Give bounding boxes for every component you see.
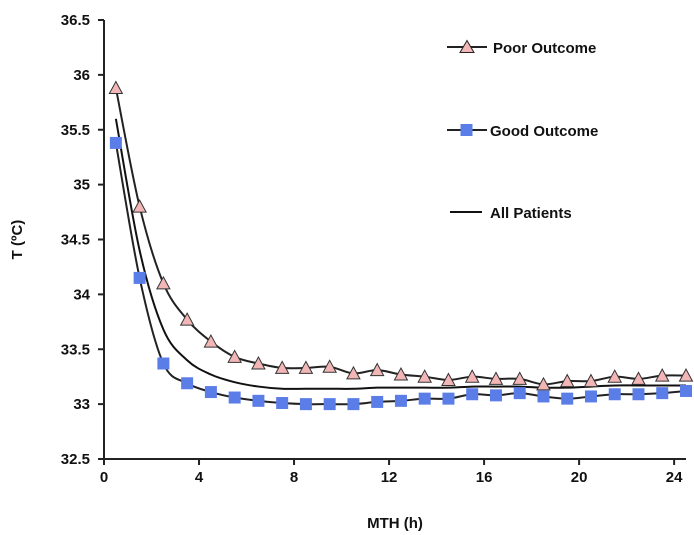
- data-point-triangle: [654, 368, 670, 382]
- series-layer: [108, 80, 694, 411]
- data-point-square: [608, 388, 621, 401]
- data-point-triangle: [132, 199, 147, 213]
- series-good-outcome: [109, 136, 692, 411]
- data-point-triangle: [369, 362, 385, 377]
- data-point-triangle: [156, 275, 171, 290]
- series-all-patients: [114, 118, 686, 390]
- legend-label-poor-outcome: Poor Outcome: [493, 40, 596, 57]
- data-point-square: [157, 357, 170, 370]
- data-point-square: [561, 392, 574, 405]
- data-point-triangle: [179, 312, 195, 326]
- y-tick-label: 35.5: [61, 122, 90, 139]
- data-point-triangle: [108, 80, 124, 95]
- legend-marker-square: [460, 124, 473, 136]
- y-tick-label: 32.5: [61, 451, 90, 468]
- data-point-square: [181, 377, 194, 390]
- legend-label-good-outcome: Good Outcome: [490, 123, 598, 140]
- x-tick-label: 16: [476, 469, 493, 486]
- data-point-triangle: [417, 369, 433, 383]
- data-point-square: [228, 391, 241, 404]
- data-point-square: [204, 386, 217, 399]
- legend-label-all-patients: All Patients: [490, 205, 572, 222]
- y-tick-label: 33: [73, 396, 90, 413]
- data-point-triangle: [227, 349, 242, 363]
- data-point-triangle: [298, 360, 314, 374]
- legend: Poor Outcome Good Outcome All Patients: [447, 39, 598, 222]
- legend-item-good-outcome: Good Outcome: [447, 123, 598, 140]
- data-point-triangle: [631, 371, 646, 385]
- x-tick-label: 20: [571, 469, 588, 486]
- data-point-square: [466, 388, 479, 401]
- data-point-triangle: [393, 366, 409, 381]
- y-tick-label: 36.5: [61, 12, 90, 29]
- series-line-good-outcome: [114, 142, 687, 406]
- data-point-square: [371, 395, 384, 408]
- data-point-square: [537, 390, 550, 403]
- data-point-square: [584, 390, 597, 403]
- legend-item-all-patients: All Patients: [450, 205, 572, 222]
- data-point-triangle: [512, 371, 528, 385]
- data-point-triangle: [536, 376, 551, 391]
- y-tick-label: 34.5: [61, 232, 90, 249]
- legend-marker-triangle: [459, 39, 475, 53]
- y-tick-label: 34: [73, 286, 90, 303]
- series-poor-outcome: [108, 80, 694, 391]
- data-point-triangle: [488, 371, 504, 385]
- series-line-poor-outcome: [114, 87, 687, 386]
- data-point-triangle: [346, 365, 361, 380]
- data-point-triangle: [607, 369, 623, 383]
- legend-item-poor-outcome: Poor Outcome: [447, 39, 596, 57]
- data-point-square: [656, 387, 669, 400]
- x-tick-label: 8: [290, 469, 298, 486]
- x-tick-label: 24: [666, 469, 683, 486]
- data-point-square: [680, 384, 692, 397]
- x-ticks: 0 4 8 12 16 20 24: [100, 459, 683, 486]
- data-point-square: [418, 392, 431, 405]
- x-axis-title: MTH (h): [367, 515, 423, 532]
- data-point-square: [252, 394, 265, 407]
- x-tick-label: 12: [381, 469, 398, 486]
- data-point-triangle: [203, 334, 219, 348]
- x-tick-label: 0: [100, 469, 108, 486]
- data-point-triangle: [274, 360, 290, 374]
- y-axis-title: T (ºC): [9, 220, 26, 260]
- data-point-square: [442, 392, 455, 405]
- data-point-square: [347, 398, 360, 411]
- data-point-triangle: [678, 368, 694, 382]
- y-tick-label: 35: [73, 177, 90, 194]
- y-tick-label: 33.5: [61, 341, 90, 358]
- data-point-triangle: [464, 369, 480, 383]
- series-line-all-patients: [114, 118, 686, 390]
- y-tick-label: 36: [73, 67, 90, 84]
- data-point-triangle: [251, 355, 266, 370]
- data-point-square: [276, 397, 289, 410]
- data-point-square: [299, 398, 312, 411]
- data-point-square: [513, 387, 526, 400]
- data-point-square: [133, 271, 146, 284]
- data-point-square: [632, 388, 645, 401]
- data-point-triangle: [441, 372, 456, 386]
- data-point-triangle: [559, 373, 575, 388]
- data-point-square: [323, 398, 336, 411]
- data-point-triangle: [322, 359, 338, 373]
- data-point-square: [489, 389, 502, 402]
- y-ticks: 32.5 33 33.5 34 34.5 35 35.5 36 36.5: [61, 12, 104, 468]
- data-point-square: [109, 136, 122, 149]
- data-point-square: [394, 394, 407, 407]
- x-tick-label: 4: [195, 469, 204, 486]
- data-point-triangle: [583, 373, 599, 388]
